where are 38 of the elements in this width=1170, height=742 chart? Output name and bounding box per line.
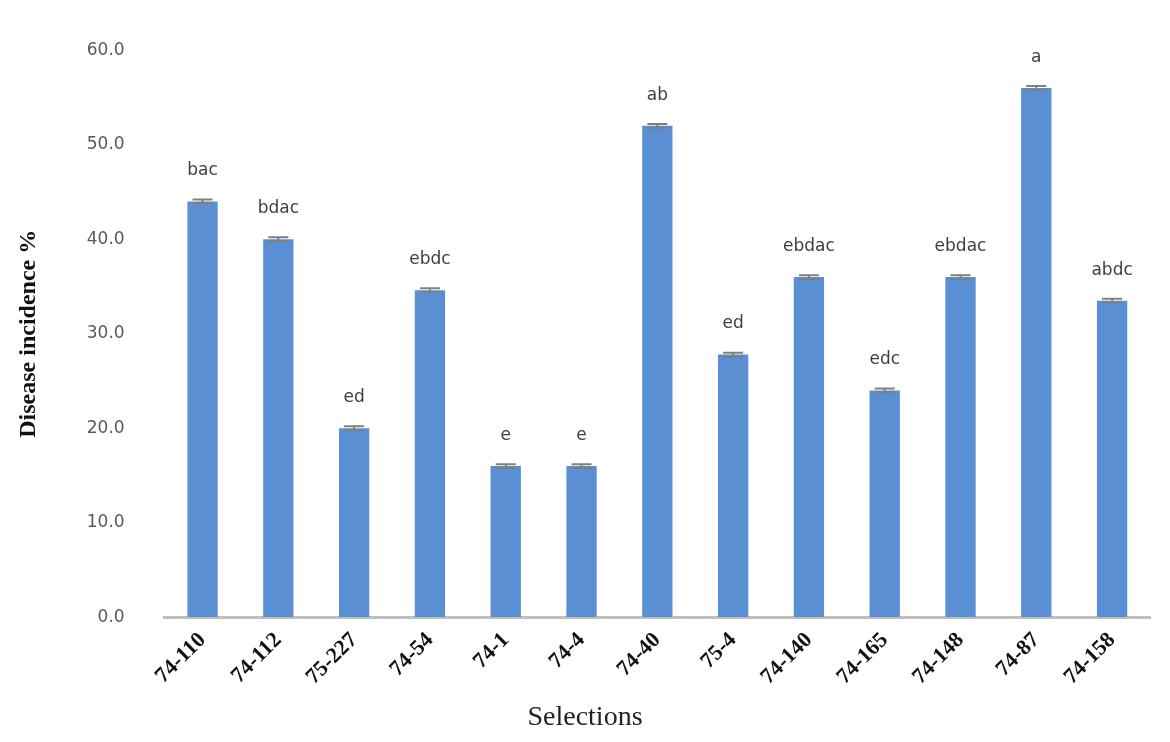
annotation: ebdac xyxy=(783,234,835,255)
y-tick-label: 0.0 xyxy=(97,605,125,626)
bar xyxy=(1021,88,1052,618)
bar xyxy=(566,466,597,618)
bar xyxy=(793,277,825,618)
annotation: e xyxy=(500,423,511,444)
bar xyxy=(642,125,673,618)
bar xyxy=(717,354,749,618)
annotation: e xyxy=(576,423,587,444)
x-tick-label: 74-4 xyxy=(542,626,590,673)
bar xyxy=(263,239,294,618)
annotation: abdc xyxy=(1091,258,1133,279)
bar xyxy=(490,466,521,618)
bar xyxy=(869,390,900,618)
y-tick-label: 20.0 xyxy=(86,416,125,437)
bar xyxy=(945,277,976,618)
annotation: ed xyxy=(343,386,365,407)
annotation: ebdc xyxy=(409,248,451,269)
annotation: edc xyxy=(869,348,901,369)
x-tick-label: 75-4 xyxy=(694,626,741,673)
y-tick-label: 50.0 xyxy=(86,133,125,154)
annotation: bdac xyxy=(257,197,300,218)
annotation: ab xyxy=(646,83,668,104)
annotation: a xyxy=(1031,45,1042,66)
x-tick-label: 74-1 xyxy=(467,626,514,673)
y-axis-title: Disease incidence % xyxy=(13,229,40,438)
bar xyxy=(187,201,218,618)
bar xyxy=(338,428,370,618)
annotation: bac xyxy=(187,159,218,180)
bar xyxy=(1096,300,1128,618)
annotation: ebdac xyxy=(934,234,987,255)
x-axis-title: Selections xyxy=(526,700,644,732)
y-tick-label: 40.0 xyxy=(86,227,125,248)
annotation: ed xyxy=(722,312,744,333)
y-tick-label: 60.0 xyxy=(86,38,125,59)
y-tick-label: 10.0 xyxy=(86,511,125,532)
y-tick-label: 30.0 xyxy=(86,322,125,343)
bar xyxy=(414,290,446,618)
